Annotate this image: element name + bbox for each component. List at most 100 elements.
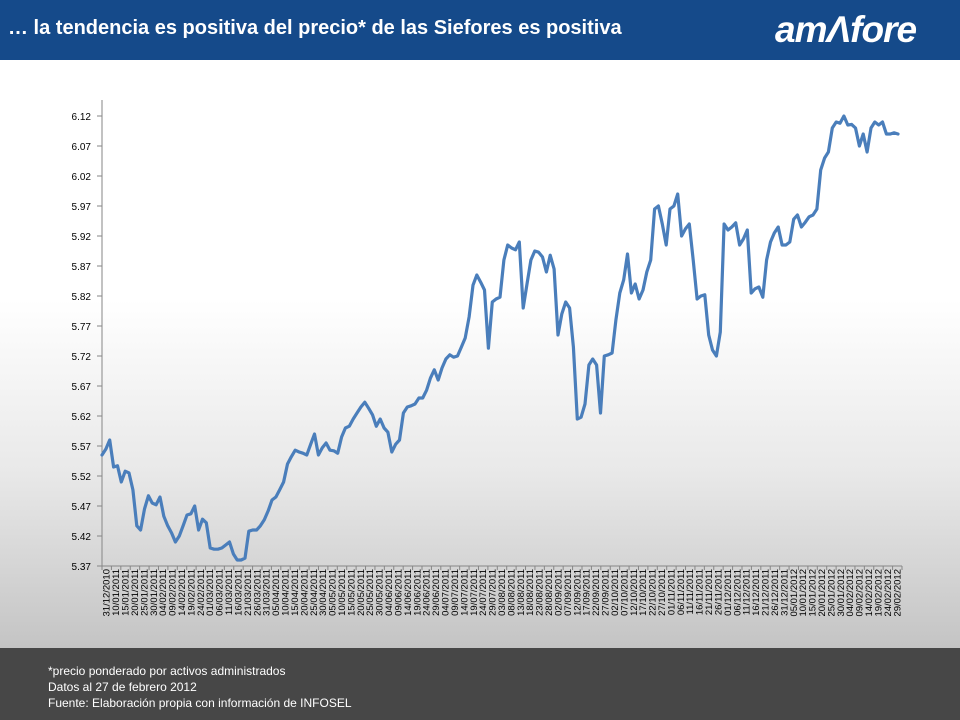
x-tick-label: 01/03/2011 [205,569,216,616]
x-tick-label: 04/07/2011 [441,569,452,616]
x-tick-label: 19/07/2011 [469,569,480,616]
line-chart: 5.37 5.42 5.47 5.52 5.57 5.62 5.67 5.72 5.77 5.82… [72,100,903,617]
x-tick-label: 18/08/2011 [525,569,536,616]
y-tick-label: 5.87 [72,262,92,273]
x-tick-label: 02/09/2011 [553,569,564,616]
y-tick-label: 5.92 [72,232,92,243]
y-tick-label: 5.62 [72,412,92,423]
x-tick-label: 06/03/2011 [215,569,226,616]
y-tick-label: 5.77 [72,322,92,333]
x-tick-label: 24/07/2011 [478,569,489,616]
x-tick-label: 20/01/2012 [817,569,828,617]
x-tick-label: 30/04/2011 [318,569,329,616]
x-tick-label: 12/10/2011 [629,569,640,616]
chart-area: 5.37 5.42 5.47 5.52 5.57 5.62 5.67 5.72 5.77 5.82… [0,60,960,648]
x-tick-label: 17/10/2011 [638,569,649,616]
x-tick-label: 16/12/2011 [751,569,762,616]
x-tick-label: 21/12/2011 [761,569,772,616]
x-tick-label: 23/08/2011 [535,569,546,616]
x-tick-label: 09/02/2011 [168,569,179,616]
x-tick-label: 07/09/2011 [563,569,574,616]
header-bar: … la tendencia es positiva del precio* d… [0,0,960,60]
x-tick-label: 29/06/2011 [431,569,442,616]
x-tick-label: 19/02/2011 [186,569,197,616]
x-tick-label: 28/08/2011 [544,569,555,616]
x-tick-label: 20/05/2011 [356,569,367,616]
x-tick-label: 31/03/2011 [262,569,273,616]
x-tick-label: 13/08/2011 [516,569,527,616]
y-tick-label: 5.57 [72,442,92,453]
x-tick-label: 15/01/2011 [121,569,132,616]
x-tick-label: 22/10/2011 [648,569,659,616]
x-tick-label: 19/02/2012 [873,569,884,617]
footnote: *precio ponderado por activos administra… [48,664,286,678]
y-tick-label: 6.07 [72,142,92,153]
x-tick-label: 24/02/2012 [883,569,894,617]
x-tick-label: 05/04/2011 [271,569,282,616]
x-tick-label: 12/09/2011 [572,569,583,616]
x-tick-label: 20/04/2011 [299,569,310,616]
y-tick-label: 5.42 [72,532,92,543]
x-tick-label: 01/11/2011 [666,569,677,615]
x-tick-label: 30/01/2012 [836,569,847,617]
y-axis: 5.37 5.42 5.47 5.52 5.57 5.62 5.67 5.72 5.77 5.82… [72,100,103,573]
x-tick-label: 31/12/2011 [779,569,790,616]
x-tick-label: 11/11/2011 [685,569,696,614]
x-tick-label: 09/02/2012 [855,569,866,617]
y-tick-label: 5.37 [72,562,92,573]
x-tick-label: 31/12/2010 [102,569,113,617]
y-tick-label: 5.97 [72,202,92,213]
y-tick-label: 6.12 [72,112,92,123]
x-tick-label: 08/08/2011 [506,569,517,616]
x-tick-label: 27/09/2011 [601,569,612,616]
x-tick-label: 11/03/2011 [224,569,235,615]
x-tick-label: 10/01/2012 [798,569,809,617]
y-tick-label: 6.02 [72,172,92,183]
y-tick-label: 5.82 [72,292,92,303]
x-tick-label: 09/07/2011 [450,569,461,616]
x-tick-label: 05/05/2011 [328,569,339,616]
series-line [100,114,900,562]
x-tick-label: 15/05/2011 [346,569,357,616]
x-tick-label: 30/05/2011 [375,569,386,616]
x-tick-label: 27/10/2011 [657,569,668,616]
x-tick-label: 11/12/2011 [742,569,753,615]
x-tick-label: 14/07/2011 [459,569,470,616]
source-note: Fuente: Elaboración propia con informaci… [48,696,352,710]
page-title: … la tendencia es positiva del precio* d… [8,17,622,39]
x-tick-label: 04/06/2011 [384,569,395,616]
x-tick-label: 10/05/2011 [337,569,348,616]
series-group [100,114,900,562]
x-tick-label: 26/03/2011 [252,569,263,616]
x-tick-label: 21/11/2011 [704,569,715,615]
footer: *precio ponderado por activos administra… [0,648,960,720]
y-tick-label: 5.67 [72,382,92,393]
x-tick-label: 06/11/2011 [676,569,687,615]
x-tick-label: 24/06/2011 [422,569,433,616]
x-tick-label: 09/06/2011 [393,569,404,616]
x-tick-label: 17/09/2011 [582,569,593,616]
x-tick-label: 14/02/2012 [864,569,875,617]
x-tick-label: 16/11/2011 [695,569,706,615]
x-tick-label: 24/02/2011 [196,569,207,616]
x-tick-label: 19/06/2011 [412,569,423,616]
x-tick-label: 10/04/2011 [281,569,292,616]
x-tick-label: 25/05/2011 [365,569,376,616]
x-tick-label: 15/01/2012 [808,569,819,617]
y-tick-label: 5.47 [72,502,92,513]
x-tick-label: 21/03/2011 [243,569,254,616]
y-tick-label: 5.52 [72,472,92,483]
x-tick-label: 02/10/2011 [610,569,621,616]
x-tick-label: 14/06/2011 [403,569,414,616]
x-tick-label: 22/09/2011 [591,569,602,616]
x-tick-label: 30/01/2011 [149,569,160,616]
x-tick-label: 26/12/2011 [770,569,781,616]
x-tick-label: 06/12/2011 [732,569,743,616]
x-tick-label: 15/04/2011 [290,569,301,616]
x-axis: 31/12/201010/01/201115/01/201120/01/2011… [101,565,903,617]
x-tick-label: 10/01/2011 [111,569,122,616]
x-tick-label: 14/02/2011 [177,569,188,616]
x-tick-label: 16/03/2011 [233,569,244,616]
x-tick-label: 05/01/2012 [789,569,800,617]
x-tick-label: 25/01/2012 [826,569,837,617]
